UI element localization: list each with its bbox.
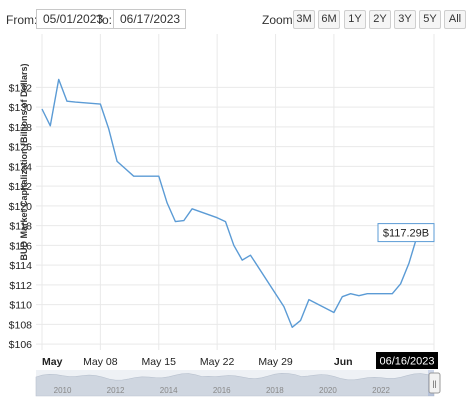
y-tick-label: $126 <box>9 142 33 154</box>
navigator[interactable]: 2010 2012 2014 2016 2018 2020 2022 || <box>35 370 441 397</box>
navigator-handle-grip: || <box>432 380 436 389</box>
to-date-input[interactable]: 06/17/2023 <box>113 9 186 29</box>
zoom-5y-button[interactable]: 5Y <box>419 10 441 29</box>
y-axis: $106 $108 $110 $112 $114 $116 $118 $120 $122 $124… <box>9 82 33 351</box>
navigator-area <box>35 372 435 397</box>
y-tick-label: $110 <box>9 300 32 312</box>
zoom-label: Zoom: <box>262 13 297 27</box>
y-tick-label: $122 <box>9 181 33 193</box>
y-tick-label: $112 <box>9 280 32 292</box>
zoom-1y-button[interactable]: 1Y <box>344 10 366 29</box>
x-tick-label: May 29 <box>258 356 293 368</box>
y-tick-label: $108 <box>9 319 33 331</box>
navigator-year-label: 2012 <box>107 386 125 395</box>
y-tick-label: $130 <box>9 102 33 114</box>
navigator-year-label: 2014 <box>160 386 178 395</box>
x-tick-label: May <box>42 356 63 368</box>
from-date-input[interactable]: 05/01/2023 <box>36 9 126 29</box>
y-tick-label: $124 <box>9 161 33 173</box>
y-tick-label: $128 <box>9 122 33 134</box>
navigator-year-label: 2016 <box>213 386 231 395</box>
y-tick-label: $106 <box>9 339 33 351</box>
navigator-year-label: 2010 <box>54 386 72 395</box>
y-tick-label: $114 <box>9 260 32 272</box>
x-axis: May May 08 May 15 May 22 May 29 Jun <box>42 356 353 368</box>
last-value-tooltip: $117.29B <box>377 223 435 243</box>
y-tick-label: $118 <box>9 221 32 233</box>
last-date-badge: 06/16/2023 <box>376 352 438 369</box>
navigator-year-label: 2020 <box>319 386 337 395</box>
to-label: To: <box>96 13 113 27</box>
x-tick-label: Jun <box>334 356 353 368</box>
zoom-2y-button[interactable]: 2Y <box>369 10 391 29</box>
zoom-6m-button[interactable]: 6M <box>318 10 340 29</box>
x-tick-label: May 15 <box>142 356 177 368</box>
series-line <box>41 78 426 328</box>
y-tick-label: $132 <box>9 82 33 94</box>
navigator-year-label: 2022 <box>372 386 390 395</box>
y-tick-label: $116 <box>9 240 32 252</box>
navigator-year-label: 2018 <box>266 386 284 395</box>
navigator-handle[interactable] <box>428 372 441 394</box>
last-date-label: 06/16/2023 <box>379 356 434 368</box>
zoom-3m-button[interactable]: 3M <box>293 10 315 29</box>
y-axis-title: BUD Market Capitalization (Billions of D… <box>19 63 29 260</box>
last-value-tooltip-box <box>377 223 435 243</box>
last-date-badge-box <box>376 352 438 369</box>
range-selector-bar: From: 05/01/2023 To: 06/17/2023 Zoom: 3M… <box>0 0 474 32</box>
zoom-3y-button[interactable]: 3Y <box>394 10 416 29</box>
x-tick-label: May 22 <box>200 356 235 368</box>
y-tick-label: $120 <box>9 201 33 213</box>
x-tick-label: May 08 <box>83 356 118 368</box>
grid-lines <box>36 34 435 350</box>
last-value-label: $117.29B <box>383 228 429 240</box>
zoom-all-button[interactable]: All <box>444 10 466 29</box>
from-label: From: <box>6 13 38 27</box>
